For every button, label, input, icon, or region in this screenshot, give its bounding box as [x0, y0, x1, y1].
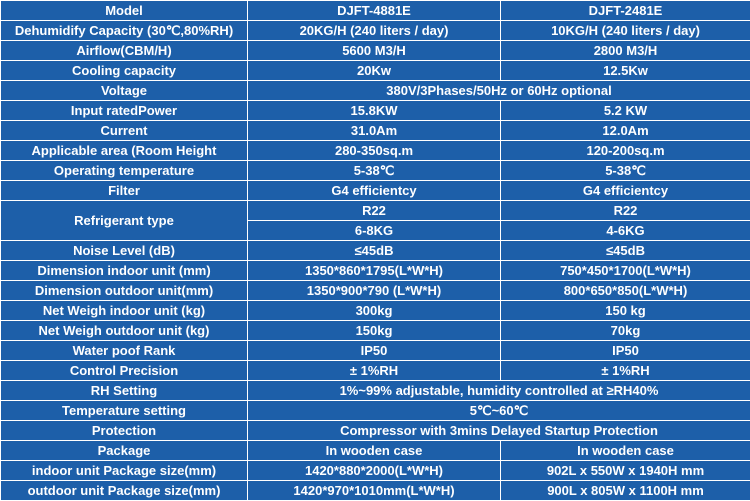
table-row: Input ratedPower 15.8KW 5.2 KW: [0, 100, 750, 121]
cell-value: 902L x 550W x 1940H mm: [500, 460, 750, 481]
row-label: Filter: [0, 180, 248, 201]
table-row: Net Weigh indoor unit (kg) 300kg 150 kg: [0, 300, 750, 321]
row-label: Applicable area (Room Height: [0, 140, 248, 161]
cell-value: 120-200sq.m: [500, 140, 750, 161]
row-label: Net Weigh outdoor unit (kg): [0, 320, 248, 341]
table-row: Noise Level (dB) ≤45dB ≤45dB: [0, 240, 750, 261]
row-label: Dehumidify Capacity (30℃,80%RH): [0, 20, 248, 41]
row-label: Input ratedPower: [0, 100, 248, 121]
table-row: Applicable area (Room Height 280-350sq.m 1…: [0, 140, 750, 161]
row-label: Temperature setting: [0, 400, 248, 421]
cell-value: 900L x 805W x 1100H mm: [500, 480, 750, 501]
table-row: Dimension indoor unit (mm) 1350*860*1795(…: [0, 260, 750, 281]
cell-value: 380V/3Phases/50Hz or 60Hz optional: [247, 80, 750, 101]
cell-value: 1350*860*1795(L*W*H): [247, 260, 501, 281]
cell-value: 15.8KW: [247, 100, 501, 121]
cell-value: 5.2 KW: [500, 100, 750, 121]
cell-value: 1350*900*790 (L*W*H): [247, 280, 501, 301]
cell-value: 20KG/H (240 liters / day): [247, 20, 501, 41]
table-row: Airflow(CBM/H) 5600 M3/H 2800 M3/H: [0, 40, 750, 61]
table-row: Control Precision ± 1%RH ± 1%RH: [0, 360, 750, 381]
table-row: Model DJFT-4881E DJFT-2481E: [0, 0, 750, 21]
cell-value: 20Kw: [247, 60, 501, 81]
cell-value: R22: [500, 200, 750, 221]
cell-value: In wooden case: [247, 440, 501, 461]
cell-value: ± 1%RH: [500, 360, 750, 381]
cell-value: 4-6KG: [500, 220, 750, 241]
cell-value: IP50: [500, 340, 750, 361]
row-label: indoor unit Package size(mm): [0, 460, 248, 481]
cell-value: 1420*880*2000(L*W*H): [247, 460, 501, 481]
table-row: Current 31.0Am 12.0Am: [0, 120, 750, 141]
cell-value: 1%~99% adjustable, humidity controlled a…: [247, 380, 750, 401]
table-row: 6-8KG 4-6KG: [1, 220, 750, 241]
cell-value: 10KG/H (240 liters / day): [500, 20, 750, 41]
cell-value: 1420*970*1010mm(L*W*H): [247, 480, 501, 501]
table-row: Temperature setting 5℃~60℃: [0, 400, 750, 421]
cell-value: G4 efficientcy: [247, 180, 501, 201]
cell-value: 280-350sq.m: [247, 140, 501, 161]
table-row: Cooling capacity 20Kw 12.5Kw: [0, 60, 750, 81]
row-label: Protection: [0, 420, 248, 441]
row-label: Water poof Rank: [0, 340, 248, 361]
table-row: Dimension outdoor unit(mm) 1350*900*790 (…: [0, 280, 750, 301]
table-row: Filter G4 efficientcy G4 efficientcy: [0, 180, 750, 201]
table-row: Protection Compressor with 3mins Delayed …: [0, 420, 750, 441]
cell-value: ± 1%RH: [247, 360, 501, 381]
cell-value: 12.5Kw: [500, 60, 750, 81]
row-label: Noise Level (dB): [0, 240, 248, 261]
cell-value: DJFT-4881E: [247, 0, 501, 21]
cell-value: DJFT-2481E: [500, 0, 750, 21]
cell-value: 12.0Am: [500, 120, 750, 141]
table-row: Operating temperature 5-38℃ 5-38℃: [0, 160, 750, 181]
table-row: Package In wooden case In wooden case: [0, 440, 750, 461]
row-label: Airflow(CBM/H): [0, 40, 248, 61]
row-label: Dimension outdoor unit(mm): [0, 280, 248, 301]
cell-value: R22: [247, 200, 501, 221]
table-row: Water poof Rank IP50 IP50: [0, 340, 750, 361]
row-label: Package: [0, 440, 248, 461]
cell-value: 150kg: [247, 320, 501, 341]
row-label: Dimension indoor unit (mm): [0, 260, 248, 281]
table-row: indoor unit Package size(mm) 1420*880*200…: [0, 460, 750, 481]
row-label: RH Setting: [0, 380, 248, 401]
cell-value: 5-38℃: [500, 160, 750, 181]
row-label: Current: [0, 120, 248, 141]
row-label: Net Weigh indoor unit (kg): [0, 300, 248, 321]
cell-value: In wooden case: [500, 440, 750, 461]
cell-value: 750*450*1700(L*W*H): [500, 260, 750, 281]
row-label: Control Precision: [0, 360, 248, 381]
cell-value: 6-8KG: [247, 220, 501, 241]
cell-value: Compressor with 3mins Delayed Startup Pr…: [247, 420, 750, 441]
row-label: Operating temperature: [0, 160, 248, 181]
row-label: Model: [0, 0, 248, 21]
table-row: RH Setting 1%~99% adjustable, humidity co…: [0, 380, 750, 401]
cell-value: 70kg: [500, 320, 750, 341]
cell-value: ≤45dB: [500, 240, 750, 261]
cell-value: 150 kg: [500, 300, 750, 321]
row-label: outdoor unit Package size(mm): [0, 480, 248, 501]
cell-value: 800*650*850(L*W*H): [500, 280, 750, 301]
cell-value: 2800 M3/H: [500, 40, 750, 61]
table-row: Voltage 380V/3Phases/50Hz or 60Hz optiona…: [0, 80, 750, 101]
cell-value: 5600 M3/H: [247, 40, 501, 61]
table-row: Net Weigh outdoor unit (kg) 150kg 70kg: [0, 320, 750, 341]
cell-value: 5-38℃: [247, 160, 501, 181]
cell-value: G4 efficientcy: [500, 180, 750, 201]
cell-value: 300kg: [247, 300, 501, 321]
table-row: outdoor unit Package size(mm) 1420*970*10…: [0, 480, 750, 501]
cell-value: IP50: [247, 340, 501, 361]
row-label: Refrigerant type: [0, 200, 248, 241]
cell-value: ≤45dB: [247, 240, 501, 261]
cell-value: 31.0Am: [247, 120, 501, 141]
row-label: Voltage: [0, 80, 248, 101]
table-row: Dehumidify Capacity (30℃,80%RH) 20KG/H (2…: [0, 20, 750, 41]
cell-value: 5℃~60℃: [247, 400, 750, 421]
row-label: Cooling capacity: [0, 60, 248, 81]
table-row: Refrigerant type R22 R22: [0, 200, 750, 241]
